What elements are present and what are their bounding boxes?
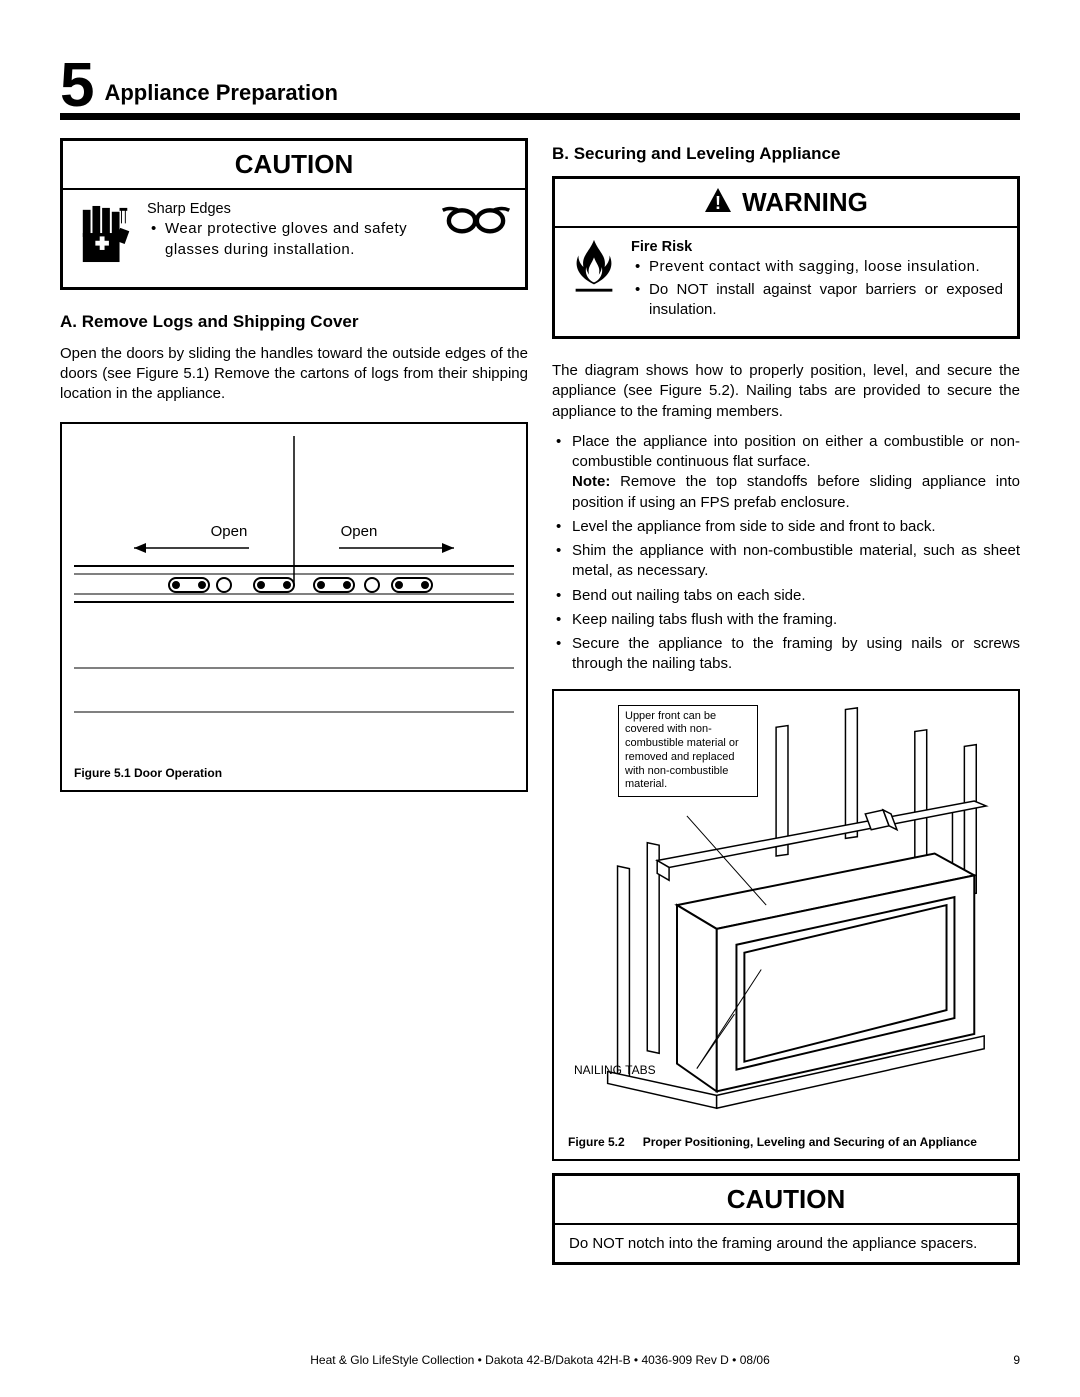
- svg-text:Open: Open: [211, 523, 248, 540]
- two-column-layout: CAUTION: [60, 138, 1020, 1287]
- caution-bullet: Wear protective gloves and safety glasse…: [147, 219, 429, 260]
- caution-box-2: CAUTION Do NOT notch into the framing ar…: [552, 1173, 1020, 1265]
- warning-bullets: Prevent contact with sagging, loose insu…: [631, 257, 1003, 320]
- caution2-title: CAUTION: [555, 1176, 1017, 1225]
- caution-line1: Sharp Edges: [147, 200, 429, 220]
- warning-header: ! WARNING: [555, 179, 1017, 228]
- warning-triangle-icon: !: [704, 187, 732, 217]
- fire-icon: [569, 238, 619, 301]
- note-text: Remove the top standoffs before sliding …: [572, 473, 1020, 510]
- section-title: Appliance Preparation: [104, 80, 338, 106]
- warning-bullet: Prevent contact with sagging, loose insu…: [631, 257, 1003, 277]
- warning-bullet: Do NOT install against vapor barriers or…: [631, 280, 1003, 321]
- fig52-caption-text: Proper Positioning, Leveling and Securin…: [643, 1135, 977, 1149]
- section-number: 5: [60, 60, 94, 113]
- list-item: Place the appliance into position on eit…: [552, 432, 1020, 513]
- list-item: Bend out nailing tabs on each side.: [552, 586, 1020, 606]
- list-item: Level the appliance from side to side an…: [552, 517, 1020, 537]
- caution-box-1: CAUTION: [60, 138, 528, 290]
- fig51-caption: Figure 5.1 Door Operation: [74, 766, 222, 780]
- section-header: 5 Appliance Preparation: [60, 60, 1020, 120]
- list-item-text: Place the appliance into position on eit…: [572, 433, 1020, 470]
- left-column: CAUTION: [60, 138, 528, 1287]
- caution2-text: Do NOT notch into the framing around the…: [555, 1225, 1017, 1262]
- list-item: Keep nailing tabs flush with the framing…: [552, 610, 1020, 630]
- para-b: The diagram shows how to properly positi…: [552, 361, 1020, 422]
- warning-body: Fire Risk Prevent contact with sagging, …: [555, 228, 1017, 336]
- sub-b-heading: B. Securing and Leveling Appliance: [552, 144, 1020, 164]
- glove-hand-icon: [77, 200, 135, 273]
- svg-text:Open: Open: [341, 523, 378, 540]
- warning-title: WARNING: [742, 187, 868, 218]
- figure-5-2: Upper front can be covered with non-comb…: [552, 689, 1020, 1161]
- page-number: 9: [1013, 1353, 1020, 1367]
- door-operation-diagram: Open Open: [74, 436, 514, 746]
- caution-text: Sharp Edges Wear protective gloves and s…: [147, 200, 429, 262]
- fire-risk-label: Fire Risk: [631, 238, 1003, 258]
- warning-box: ! WARNING Fire Risk Prevent contact with…: [552, 176, 1020, 339]
- caution-bullets: Wear protective gloves and safety glasse…: [147, 219, 429, 260]
- sub-a-text: Open the doors by sliding the handles to…: [60, 344, 528, 405]
- positioning-diagram: [568, 705, 1004, 1125]
- figure-5-1: Open Open: [60, 422, 528, 792]
- svg-text:!: !: [715, 193, 721, 213]
- list-item: Shim the appliance with non-combustible …: [552, 541, 1020, 582]
- warning-text: Fire Risk Prevent contact with sagging, …: [631, 238, 1003, 322]
- list-b: Place the appliance into position on eit…: [552, 432, 1020, 675]
- sub-a-heading: A. Remove Logs and Shipping Cover: [60, 312, 528, 332]
- fig52-caption: Figure 5.2 Proper Positioning, Leveling …: [568, 1135, 1004, 1149]
- right-column: B. Securing and Leveling Appliance ! WAR…: [552, 138, 1020, 1287]
- footer-text: Heat & Glo LifeStyle Collection • Dakota…: [0, 1353, 1080, 1367]
- caution-title: CAUTION: [63, 141, 525, 190]
- list-item: Secure the appliance to the framing by u…: [552, 634, 1020, 675]
- caution-body: Sharp Edges Wear protective gloves and s…: [63, 190, 525, 287]
- nailing-tabs-label: NAILING TABS: [574, 1063, 656, 1077]
- glasses-icon: [441, 200, 511, 238]
- note-label: Note:: [572, 473, 610, 490]
